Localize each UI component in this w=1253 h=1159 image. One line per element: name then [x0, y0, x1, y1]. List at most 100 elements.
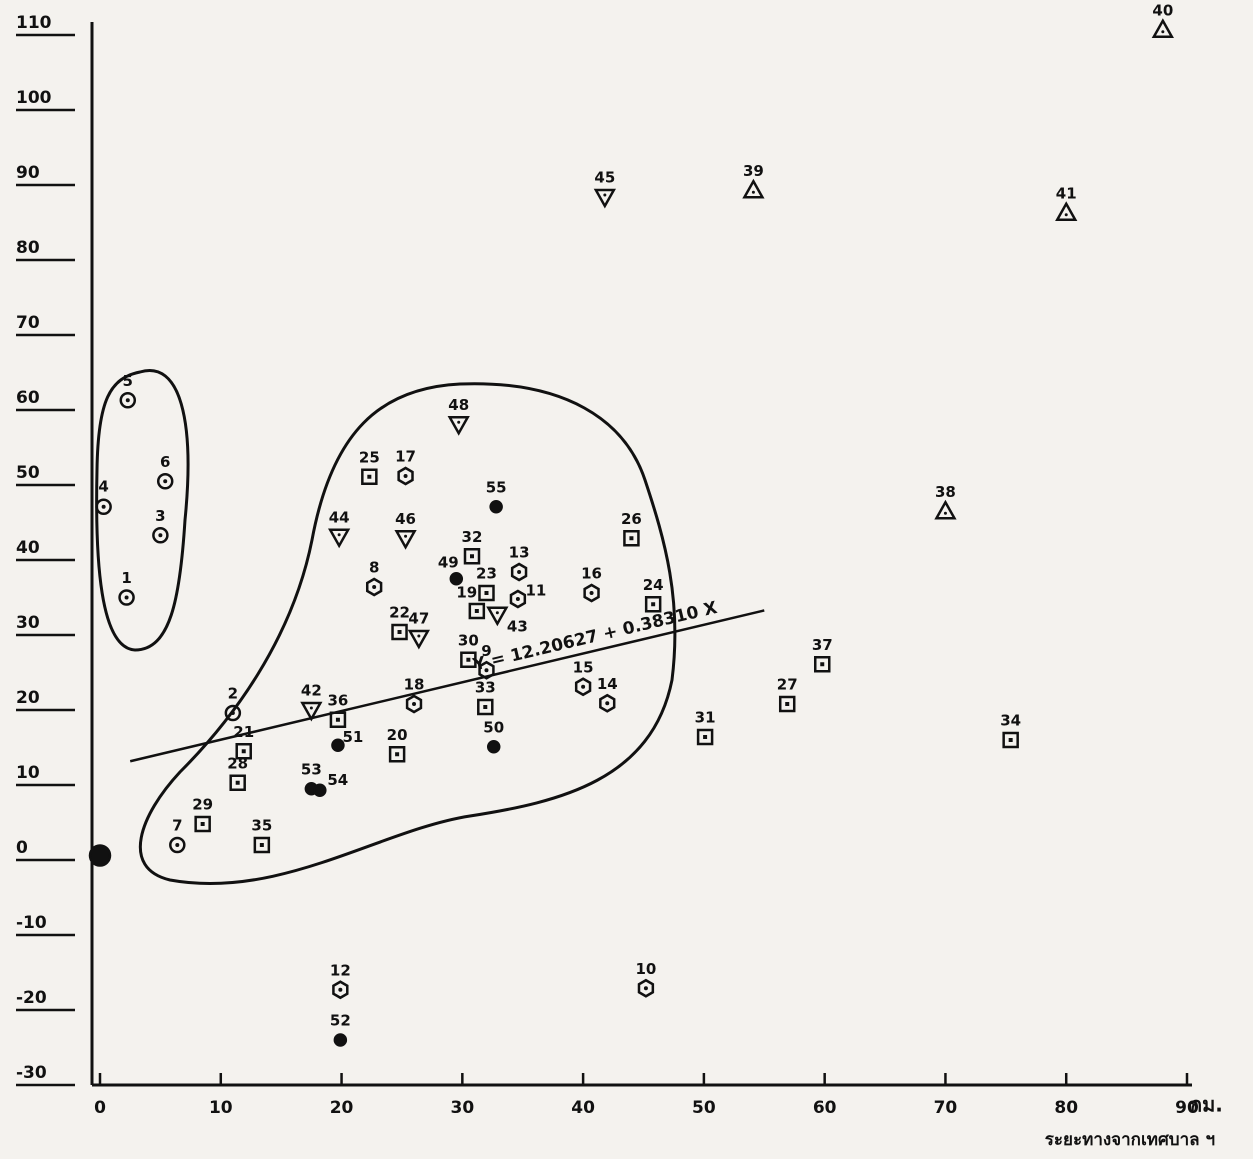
- point: [224, 704, 242, 722]
- point-label: 9: [481, 642, 491, 660]
- cluster-outline: [95, 369, 190, 652]
- point-center: [335, 717, 340, 722]
- x-tick-label: 30: [450, 1098, 474, 1118]
- point: [119, 392, 137, 409]
- point-center: [457, 420, 461, 424]
- point-label: 27: [777, 676, 798, 694]
- point: [194, 815, 211, 833]
- point-center: [751, 190, 755, 194]
- x-unit: กม.: [1190, 1093, 1223, 1117]
- point-label: 55: [486, 478, 507, 496]
- x-axis-title: ระยะทางจากเทศบาล ฯ: [1045, 1130, 1215, 1150]
- point: [1151, 18, 1174, 38]
- point-label: 8: [369, 559, 379, 577]
- point-label: 28: [227, 754, 248, 772]
- point-label: 40: [1152, 1, 1173, 19]
- point-label: 2: [228, 685, 238, 703]
- point: [333, 1033, 348, 1047]
- y-tick-label: 80: [16, 238, 40, 258]
- point-label: 44: [329, 508, 350, 526]
- point-label: 26: [621, 510, 642, 528]
- point: [489, 500, 503, 514]
- x-tick-label: 90: [1175, 1098, 1199, 1118]
- point-label: 50: [483, 718, 504, 736]
- point: [599, 693, 616, 713]
- x-tick-label: 50: [692, 1098, 716, 1118]
- point-center: [163, 479, 168, 484]
- point-center: [337, 533, 341, 537]
- point-label: 52: [330, 1012, 351, 1030]
- y-tick-label: 110: [16, 13, 52, 33]
- y-tick-label: -30: [16, 1063, 47, 1083]
- point-label: 18: [404, 676, 425, 694]
- point-label: 30: [458, 631, 479, 649]
- point: [463, 548, 481, 565]
- point-label: 46: [395, 510, 416, 528]
- point-center: [483, 705, 488, 709]
- point-label: 41: [1056, 184, 1077, 202]
- point: [486, 740, 501, 754]
- point: [365, 577, 383, 597]
- point-label: 10: [635, 960, 656, 978]
- point: [583, 583, 600, 603]
- regression-line: [129, 609, 765, 763]
- point-center: [158, 533, 163, 538]
- point-center: [703, 735, 708, 739]
- point: [95, 498, 112, 515]
- point: [152, 527, 169, 544]
- point-center: [1008, 738, 1013, 742]
- point-label: 5: [123, 372, 133, 390]
- point: [388, 746, 406, 763]
- point: [88, 844, 112, 867]
- point: [394, 530, 417, 550]
- x-tick-label: 20: [330, 1098, 354, 1118]
- point: [477, 698, 494, 716]
- point-center: [230, 711, 235, 715]
- point-label: 12: [330, 961, 351, 979]
- point: [637, 978, 655, 998]
- point: [332, 980, 349, 1000]
- point-center: [395, 752, 400, 757]
- point-center: [412, 702, 417, 706]
- point: [742, 178, 765, 199]
- y-tick-label: 100: [16, 88, 52, 108]
- point: [449, 572, 464, 586]
- point-center: [603, 193, 607, 197]
- point: [1002, 731, 1019, 749]
- point: [156, 473, 174, 490]
- point-label: 54: [327, 771, 348, 789]
- point: [1055, 201, 1078, 221]
- point-label: 39: [743, 162, 764, 180]
- point-center: [515, 597, 520, 601]
- y-tick-label: 90: [16, 163, 40, 183]
- point-label: 33: [475, 679, 496, 697]
- y-tick-label: -20: [16, 988, 47, 1008]
- point-label: 32: [462, 528, 483, 546]
- point-center: [643, 986, 648, 991]
- x-tick-label: 70: [934, 1098, 958, 1118]
- point-label: 34: [1000, 712, 1021, 730]
- point-label: 35: [251, 817, 272, 835]
- point: [253, 836, 271, 854]
- point-label: 42: [301, 682, 322, 700]
- point-label: 16: [581, 565, 602, 583]
- point: [397, 466, 414, 486]
- point-center: [200, 822, 205, 826]
- point: [574, 677, 592, 697]
- point: [118, 589, 135, 606]
- point-label: 48: [448, 396, 469, 414]
- point: [478, 584, 495, 602]
- point: [169, 836, 186, 854]
- point: [934, 499, 957, 520]
- point: [778, 695, 796, 713]
- point-label: 24: [643, 576, 664, 594]
- point-center: [1161, 30, 1165, 34]
- point: [486, 606, 509, 627]
- point-label: 4: [98, 477, 108, 495]
- point: [407, 629, 430, 650]
- point: [405, 694, 423, 714]
- point-center: [404, 534, 408, 538]
- point-label: 51: [342, 728, 363, 746]
- point: [313, 783, 327, 797]
